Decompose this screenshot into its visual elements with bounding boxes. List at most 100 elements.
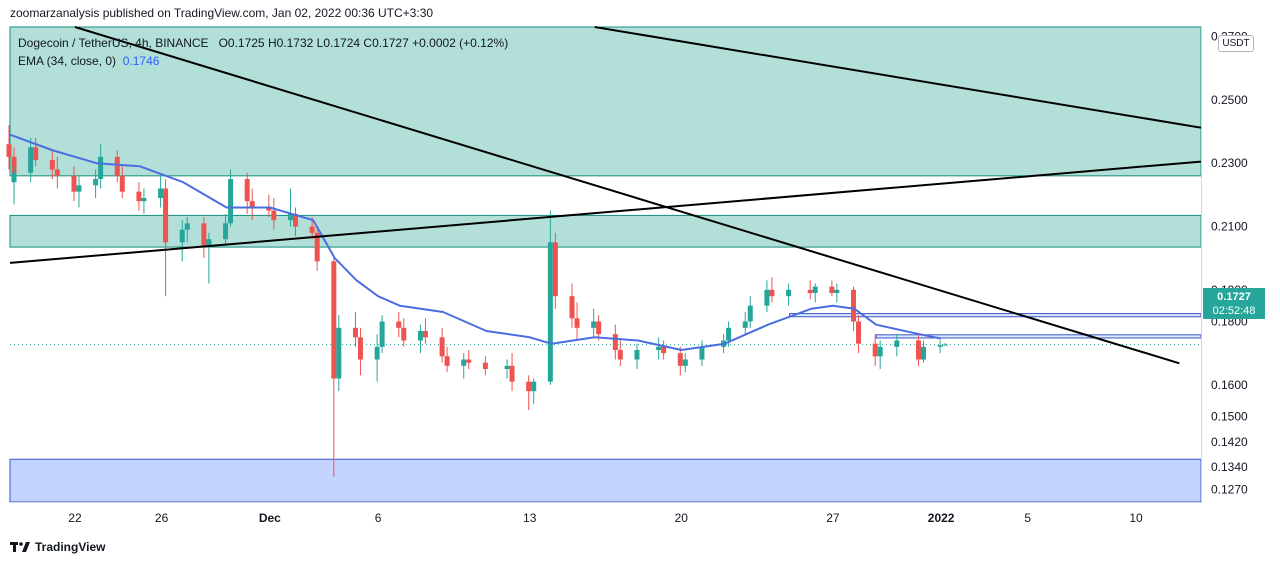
candle-body-55	[596, 321, 602, 335]
candle-body-0	[6, 144, 12, 157]
candle-body-37	[396, 321, 402, 328]
candle-body-66	[742, 321, 748, 328]
candle-body-7	[71, 175, 77, 192]
candle-body-31	[331, 261, 337, 379]
candle-body-78	[877, 346, 883, 357]
y-tick-label: 0.1340	[1211, 460, 1248, 474]
ema-label[interactable]: EMA (34, close, 0)	[18, 54, 117, 68]
y-tick-label: 0.1600	[1211, 378, 1248, 392]
candle-body-47	[509, 365, 515, 382]
candle-body-52	[569, 296, 575, 319]
candle-body-72	[812, 286, 818, 293]
candle-body-34	[357, 337, 363, 360]
candle-body-60	[661, 346, 667, 354]
zone-box-0	[9, 26, 1202, 177]
candle-body-5	[49, 160, 55, 170]
candle-body-13	[136, 191, 142, 202]
y-tick-label: 0.2100	[1211, 220, 1248, 234]
currency-unit-button[interactable]: USDT	[1218, 35, 1254, 52]
candle-body-50	[547, 242, 553, 382]
candle-body-56	[612, 334, 618, 350]
open-value: O0.1725	[218, 36, 265, 50]
candle-body-44	[466, 359, 472, 363]
candle-body-2	[11, 172, 17, 183]
low-value: L0.1724	[316, 36, 361, 50]
trendline-1	[74, 26, 1180, 365]
candle-body-14	[141, 198, 147, 202]
candle-body-70	[786, 289, 792, 297]
candle-body-65	[726, 327, 732, 341]
y-tick-label: 0.1500	[1211, 410, 1248, 424]
candle-body-35	[374, 346, 380, 360]
candle-body-61	[677, 353, 683, 366]
ema-row: EMA (34, close, 0) 0.1746	[18, 52, 508, 70]
brand-name: TradingView	[35, 540, 106, 554]
close-value: C0.1727	[363, 36, 409, 50]
candle-body-77	[872, 343, 878, 357]
candle-body-40	[422, 331, 428, 338]
candle-body-15	[158, 188, 164, 198]
publisher-line: zoomarzanalysis published on TradingView…	[10, 6, 434, 20]
y-tick-label: 0.1270	[1211, 482, 1248, 496]
trendline-0	[9, 160, 1202, 264]
x-tick-label: 13	[523, 511, 537, 525]
candle-body-43	[461, 359, 467, 366]
candle-body-27	[288, 213, 294, 221]
x-tick-label: 6	[375, 511, 382, 525]
candle-body-81	[920, 346, 926, 360]
zone-box-2	[9, 458, 1202, 503]
chart-legend: Dogecoin / TetherUS, 4h, BINANCE O0.1725…	[18, 34, 508, 70]
candle-body-53	[574, 318, 580, 328]
symbol-label[interactable]: Dogecoin / TetherUS, 4h, BINANCE	[18, 36, 209, 50]
candle-body-6	[54, 169, 60, 176]
high-value: H0.1732	[267, 36, 314, 50]
candle-body-80	[915, 340, 921, 360]
candle-body-16	[163, 188, 169, 243]
x-tick-label: 22	[68, 511, 82, 525]
candle-body-24	[249, 201, 255, 208]
candle-body-4	[33, 147, 39, 160]
candle-body-17	[179, 229, 185, 243]
trendline-2	[594, 26, 1202, 129]
candle-body-30	[314, 232, 320, 262]
x-tick-label: 20	[675, 511, 689, 525]
candle-body-29	[309, 226, 315, 233]
candle-body-8	[76, 185, 82, 192]
candle-body-45	[482, 362, 488, 369]
candle-body-18	[184, 223, 190, 230]
x-tick-label: 26	[155, 511, 169, 525]
candle-body-71	[807, 289, 813, 293]
candle-body-74	[834, 289, 840, 293]
candle-body-75	[851, 289, 857, 322]
candle-body-12	[119, 175, 125, 192]
candle-body-69	[769, 289, 775, 297]
x-tick-label: 27	[826, 511, 840, 525]
candle-body-39	[417, 331, 423, 341]
zone-box-1	[9, 214, 1202, 248]
candle-body-54	[591, 321, 597, 328]
ema-value: 0.1746	[122, 54, 160, 68]
candle-body-21	[223, 223, 229, 240]
candle-body-9	[93, 179, 99, 186]
candlestick-chart[interactable]: 0.12700.13400.14200.15000.16000.18000.19…	[0, 26, 1280, 532]
candle-body-23	[244, 179, 250, 202]
candle-body-25	[266, 207, 272, 211]
candle-body-76	[856, 321, 862, 344]
candle-body-48	[526, 381, 532, 392]
candle-body-67	[747, 305, 753, 322]
candle-body-82	[937, 345, 943, 347]
candle-body-79	[894, 340, 900, 347]
x-tick-label: 10	[1129, 511, 1143, 525]
candle-body-20	[206, 239, 212, 246]
candle-body-57	[617, 350, 623, 360]
x-tick-label: 5	[1024, 511, 1031, 525]
candles-layer	[6, 125, 948, 477]
y-tick-label: 0.2500	[1211, 93, 1248, 107]
tradingview-footer[interactable]: TradingView	[10, 540, 105, 554]
chart-area[interactable]: 0.12700.13400.14200.15000.16000.18000.19…	[0, 26, 1280, 532]
x-tick-label: 2022	[928, 511, 955, 525]
last-price: 0.1727	[1217, 291, 1251, 303]
candle-body-36	[379, 321, 385, 347]
candle-body-10	[98, 156, 104, 179]
tradingview-logo-icon	[10, 542, 30, 552]
